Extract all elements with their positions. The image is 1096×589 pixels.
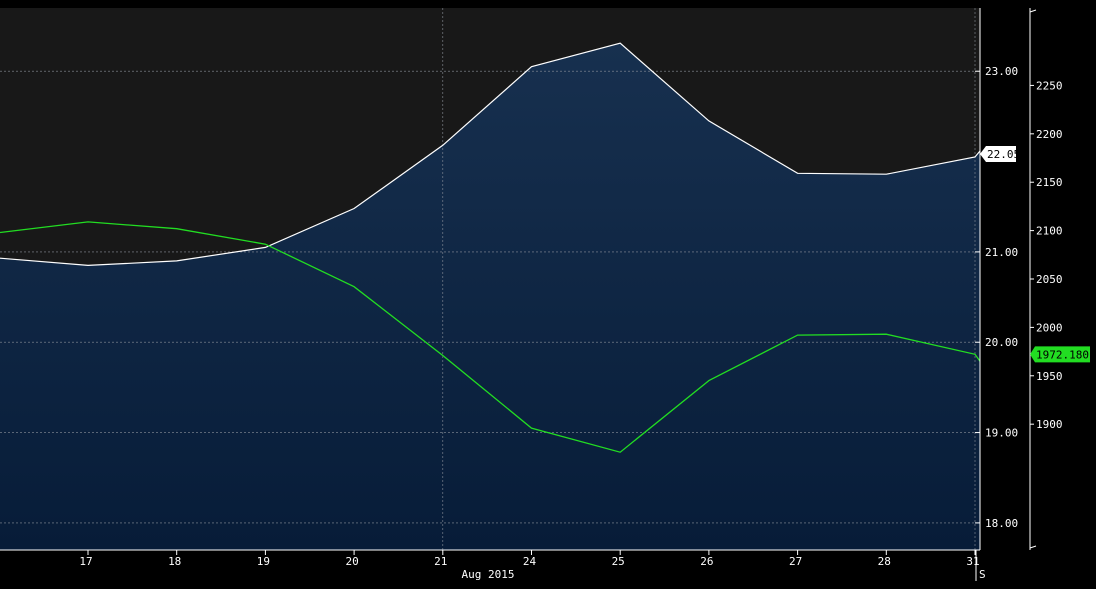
left-axis-tick-label: 23.00 [985,65,1018,78]
right-axis-tick-label: 1900 [1036,418,1063,431]
x-axis-tick-label: 31 [966,555,979,568]
series-line-right [0,221,980,453]
x-axis-tick-label: 25 [612,555,625,568]
last-value-label-left: 22.05 [987,148,1020,161]
last-value-box-left [980,146,1016,163]
x-axis-tick-label: 18 [168,555,181,568]
x-axis-tick-label: 20 [345,555,358,568]
left-axis-tick-label: 21.00 [985,246,1018,259]
left-axis-tick-label: 18.00 [985,517,1018,530]
x-axis-tick-label: 26 [700,555,713,568]
area-fill [0,43,980,550]
x-axis-tick-label: 21 [434,555,447,568]
right-axis-tick-label: 2050 [1036,273,1063,286]
x-axis-trailing-label: S [979,568,986,581]
last-value-box-right [1030,346,1090,363]
x-axis-tick-label: 17 [79,555,92,568]
right-axis-tick-label: 2150 [1036,176,1063,189]
right-axis-tick-label: 2200 [1036,128,1063,141]
right-axis-tick-label: 2250 [1036,79,1063,92]
x-axis-tick-label: 27 [789,555,802,568]
x-axis-tick-label: 24 [523,555,537,568]
right-axis-top-tick [1029,9,1037,13]
last-value-callout-right: 1972.1801 [1030,346,1096,363]
x-axis-tick-label: 28 [878,555,891,568]
last-value-callout-left: 22.05 [980,146,1020,163]
left-axis-tick-label: 19.00 [985,427,1018,440]
last-value-label-right: 1972.1801 [1036,348,1096,361]
right-axis-tick-label: 2000 [1036,321,1063,334]
right-axis-tick-label: 2100 [1036,225,1063,238]
left-axis-tick-label: 20.00 [985,336,1018,349]
x-axis-tick-label: 19 [257,555,270,568]
right-axis-tick-label: 1950 [1036,370,1063,383]
series-line-left [0,42,980,267]
x-axis-sublabel: Aug 2015 [462,568,515,581]
right-axis-bottom-tick [1029,545,1037,549]
